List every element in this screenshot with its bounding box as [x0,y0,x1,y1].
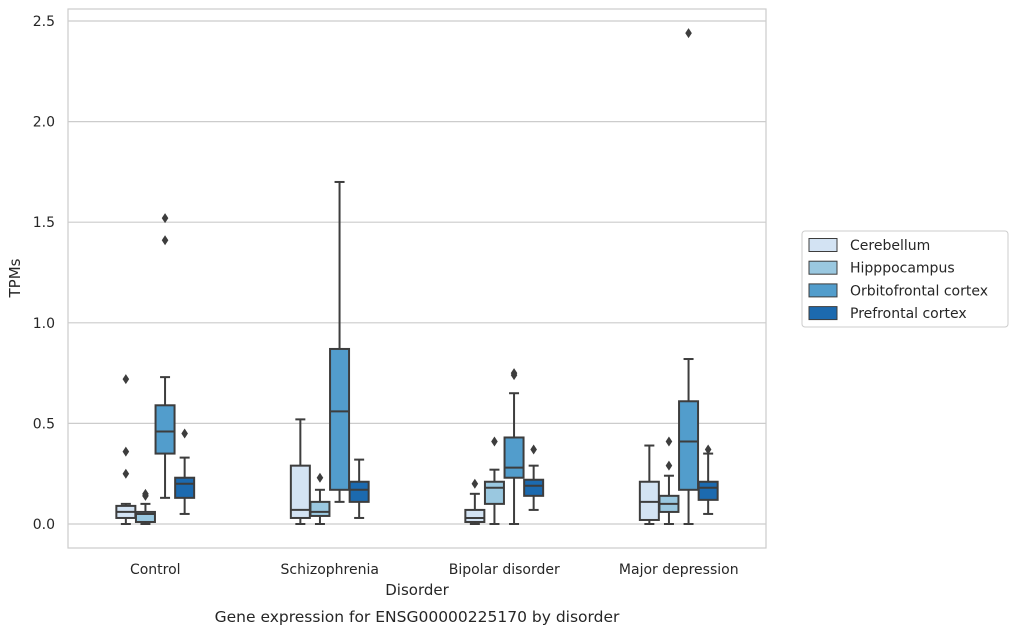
box-iqr [638,480,660,521]
chart-caption: Gene expression for ENSG00000225170 by d… [215,608,620,626]
outlier-point [161,213,169,224]
series-hipppocampus [134,436,680,525]
x-axis-label: Disorder [385,581,449,599]
box [309,472,331,525]
box-iqr [174,476,196,499]
outlier-point [685,28,692,39]
legend-swatch [808,306,838,321]
box [523,444,545,511]
legend-swatch [808,283,838,298]
box [174,428,196,515]
outlier-point [665,460,673,471]
series-orbitofrontal-cortex [154,28,700,525]
x-axis-ticks: Control Schizophrenia Bipolar disorder Majo… [130,562,739,578]
outlier-point [665,436,673,447]
outlier-point [510,368,518,379]
box-iqr [154,404,176,455]
y-tick-label: 2.0 [33,115,55,131]
outlier-point [471,478,479,489]
outlier-point [704,444,712,455]
outlier-point [316,472,324,483]
x-tick-label: Schizophrenia [281,562,379,578]
y-tick-label: 0.0 [33,517,55,533]
box-iqr [348,480,370,503]
box-iqr [289,464,311,519]
y-axis-label: TPMs [6,258,24,298]
box [289,418,311,525]
x-tick-label: Major depression [619,562,739,578]
plot-area [67,8,767,549]
box-iqr [483,480,505,505]
y-tick-label: 1.0 [33,316,55,332]
legend: Cerebellum Hipppocampus Orbitofrontal cort… [801,230,1009,328]
box-iqr [329,347,351,491]
box [697,444,719,515]
y-tick-label: 1.5 [33,215,55,231]
box [464,478,486,525]
box-iqr [464,508,486,523]
legend-label: Prefrontal cortex [850,306,967,322]
box [658,436,680,525]
box [154,213,176,499]
box [678,28,700,525]
outlier-point [491,436,498,447]
box-iqr [678,400,700,491]
box-iqr [309,500,331,517]
outlier-point [142,490,149,501]
box-iqr [523,478,545,497]
box-iqr [503,436,525,479]
outlier-point [530,444,537,455]
y-tick-label: 0.5 [33,416,55,432]
outlier-point [122,446,130,457]
legend-swatch [808,260,838,275]
box-series [115,28,719,525]
y-tick-label: 2.5 [33,14,55,30]
box [348,458,370,519]
outlier-point [122,374,130,385]
box [503,368,525,525]
legend-label: Hipppocampus [850,261,955,277]
legend-label: Orbitofrontal cortex [850,283,988,299]
legend-frame [801,230,1009,328]
x-tick-label: Control [130,562,181,578]
box [134,488,156,525]
box [638,444,660,525]
outlier-point [122,468,130,479]
box-iqr [697,480,719,501]
box [483,436,505,525]
legend-label: Cerebellum [850,238,930,254]
series-cerebellum [115,374,660,525]
box-iqr [134,510,156,523]
legend-swatch [808,238,838,252]
outlier-point [181,428,188,439]
outlier-point [161,235,169,246]
box [115,374,137,525]
x-tick-label: Bipolar disorder [449,562,560,578]
y-axis-ticks: 0.0 0.5 1.0 1.5 2.0 2.5 [33,14,55,533]
series-prefrontal-cortex [174,428,719,519]
box [329,180,351,503]
